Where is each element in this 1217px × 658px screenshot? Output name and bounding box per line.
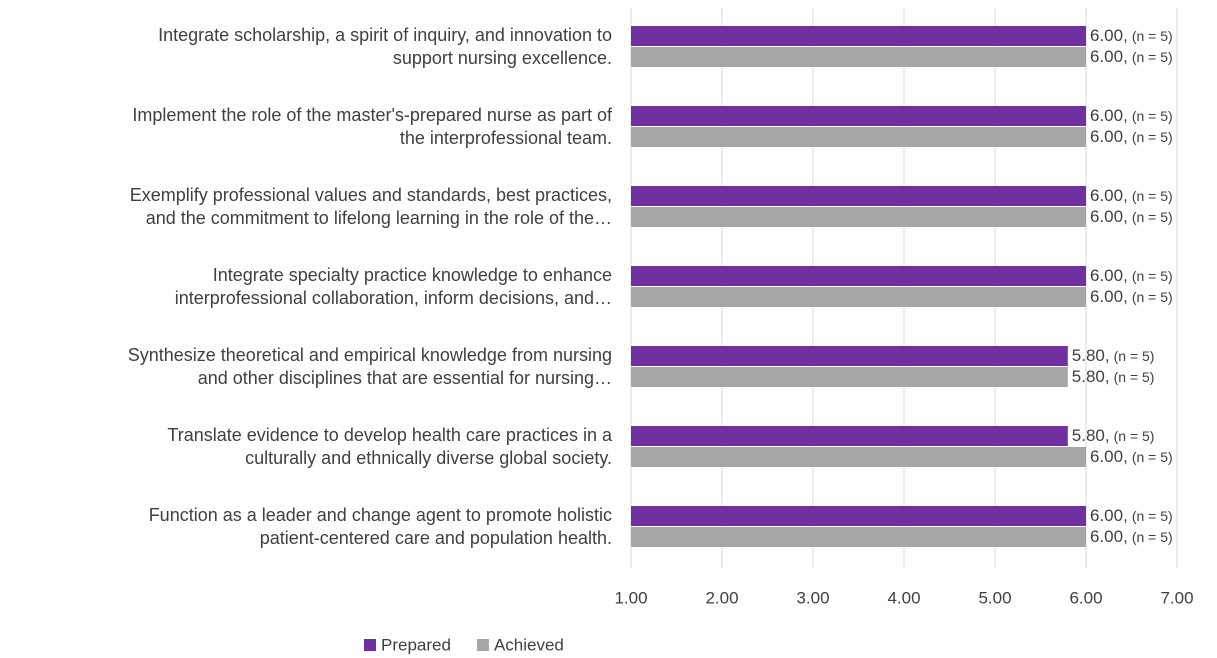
bar (631, 346, 1068, 366)
bar (631, 47, 1086, 67)
value: 6.00, (1090, 127, 1128, 146)
value-label: 6.00, (n = 5) (1090, 207, 1173, 226)
n-label: (n = 5) (1132, 108, 1173, 124)
value: 6.00, (1090, 26, 1128, 45)
n-label: (n = 5) (1132, 449, 1173, 465)
value: 6.00, (1090, 186, 1128, 205)
value: 5.80, (1072, 426, 1110, 445)
bar (631, 527, 1086, 547)
value-label: 6.00, (n = 5) (1090, 47, 1173, 66)
category-label: the interprofessional team. (400, 128, 612, 148)
value-label: 5.80, (n = 5) (1072, 367, 1155, 386)
bar (631, 186, 1086, 206)
x-tick-label: 3.00 (796, 588, 829, 607)
n-label: (n = 5) (1132, 508, 1173, 524)
category-label: interprofessional collaboration, inform … (175, 288, 612, 308)
bar (631, 106, 1086, 126)
value-label: 6.00, (n = 5) (1090, 287, 1173, 306)
category-label: Integrate scholarship, a spirit of inqui… (158, 25, 612, 45)
legend-swatch (476, 639, 489, 651)
bar (631, 207, 1086, 227)
value-label: 6.00, (n = 5) (1090, 447, 1173, 466)
n-label: (n = 5) (1132, 28, 1173, 44)
value-label: 6.00, (n = 5) (1090, 106, 1173, 125)
bar (631, 266, 1086, 286)
category-label: and other disciplines that are essential… (198, 368, 612, 388)
category-label: patient-centered care and population hea… (260, 528, 612, 548)
value-label: 5.80, (n = 5) (1072, 346, 1155, 365)
value: 6.00, (1090, 447, 1128, 466)
x-tick-label: 6.00 (1069, 588, 1102, 607)
n-label: (n = 5) (1132, 129, 1173, 145)
category-label: Integrate specialty practice knowledge t… (213, 265, 612, 285)
value: 6.00, (1090, 47, 1128, 66)
category-label: culturally and ethnically diverse global… (245, 448, 612, 468)
value: 5.80, (1072, 346, 1110, 365)
legend-swatch (364, 639, 376, 651)
value-label: 6.00, (n = 5) (1090, 186, 1173, 205)
n-label: (n = 5) (1114, 428, 1155, 444)
bar (631, 287, 1086, 307)
category-label: Synthesize theoretical and empirical kno… (128, 345, 612, 365)
category-label: Implement the role of the master's-prepa… (132, 105, 613, 125)
value: 6.00, (1090, 527, 1128, 546)
n-label: (n = 5) (1132, 289, 1173, 305)
n-label: (n = 5) (1114, 369, 1155, 385)
value-label: 6.00, (n = 5) (1090, 506, 1173, 525)
value: 5.80, (1072, 367, 1110, 386)
category-label: and the commitment to lifelong learning … (146, 208, 612, 228)
legend-label: Prepared (381, 635, 451, 654)
legend-label: Achieved (494, 635, 564, 654)
value: 6.00, (1090, 506, 1128, 525)
bar (631, 506, 1086, 526)
category-label: Translate evidence to develop health car… (167, 425, 613, 445)
category-label: Function as a leader and change agent to… (149, 505, 612, 525)
category-label: support nursing excellence. (393, 48, 612, 68)
n-label: (n = 5) (1132, 49, 1173, 65)
bar (631, 447, 1086, 467)
bar (631, 26, 1086, 46)
x-tick-label: 4.00 (887, 588, 920, 607)
x-tick-label: 2.00 (705, 588, 738, 607)
bar (631, 367, 1068, 387)
value-label: 6.00, (n = 5) (1090, 127, 1173, 146)
value-label: 5.80, (n = 5) (1072, 426, 1155, 445)
category-label: Exemplify professional values and standa… (130, 185, 612, 205)
n-label: (n = 5) (1132, 209, 1173, 225)
x-tick-label: 7.00 (1160, 588, 1193, 607)
x-tick-label: 1.00 (614, 588, 647, 607)
n-label: (n = 5) (1132, 188, 1173, 204)
bar (631, 426, 1068, 446)
n-label: (n = 5) (1132, 268, 1173, 284)
n-label: (n = 5) (1114, 348, 1155, 364)
value-label: 6.00, (n = 5) (1090, 266, 1173, 285)
value: 6.00, (1090, 106, 1128, 125)
value: 6.00, (1090, 287, 1128, 306)
x-tick-label: 5.00 (978, 588, 1011, 607)
bar (631, 127, 1086, 147)
value: 6.00, (1090, 207, 1128, 226)
value-label: 6.00, (n = 5) (1090, 26, 1173, 45)
value: 6.00, (1090, 266, 1128, 285)
value-label: 6.00, (n = 5) (1090, 527, 1173, 546)
n-label: (n = 5) (1132, 529, 1173, 545)
